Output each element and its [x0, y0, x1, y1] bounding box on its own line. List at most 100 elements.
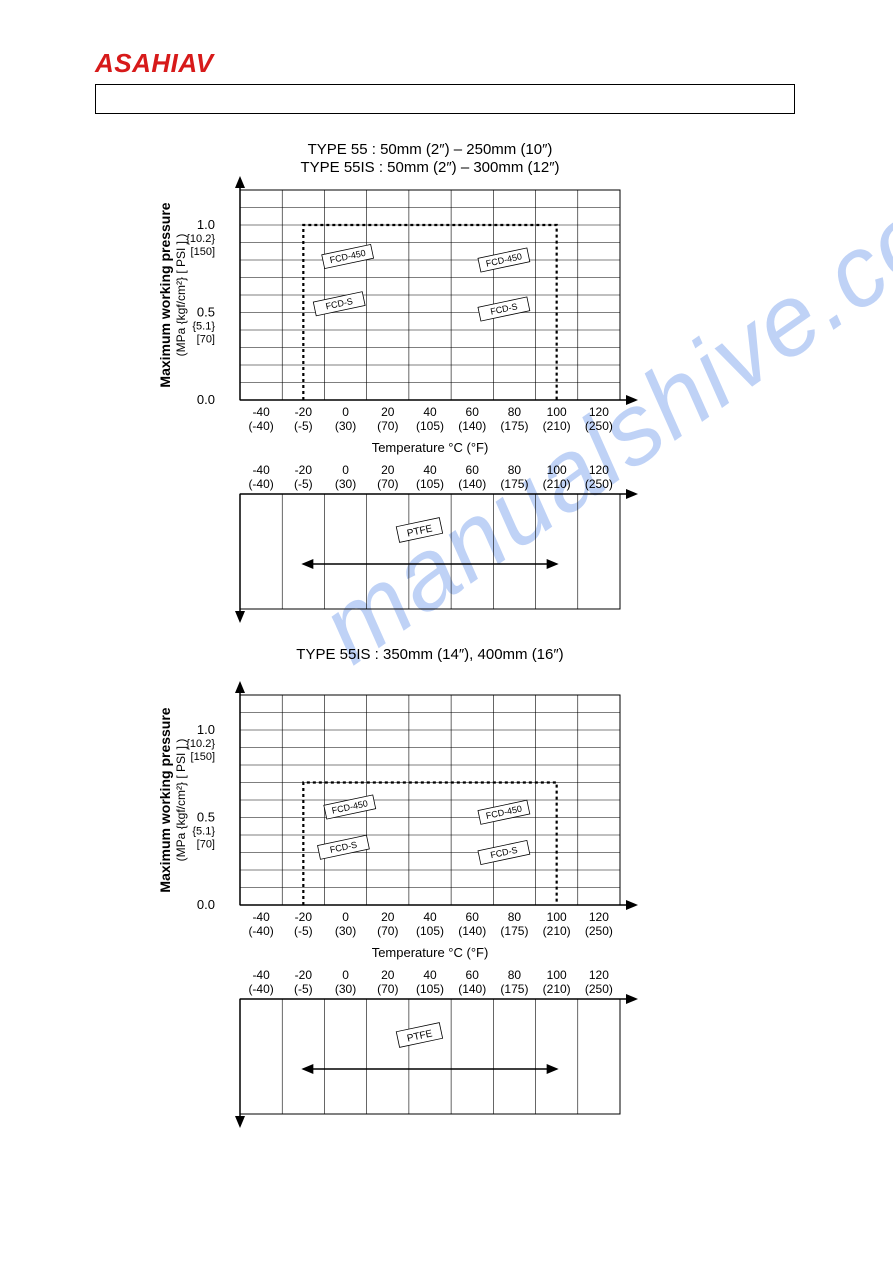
x-tick-f: (-40) [248, 419, 273, 433]
x-tick-c-sub: 40 [423, 463, 437, 477]
chart-y-sub-label: (MPa {kgf/cm²} [ PSI ] ) [174, 739, 188, 862]
x-tick-c-sub: -20 [295, 968, 313, 982]
arrow-right-icon [626, 395, 638, 405]
x-tick-c-sub: 60 [466, 463, 480, 477]
x-tick-f: (250) [585, 924, 613, 938]
y-tick-mpa: 1.0 [197, 217, 215, 232]
x-tick-f: (210) [543, 924, 571, 938]
x-tick-c: 120 [589, 405, 609, 419]
arrow-right-icon [626, 900, 638, 910]
x-tick-f: (30) [335, 924, 356, 938]
chart-title-line: TYPE 55 : 50mm (2″) – 250mm (10″) [308, 141, 553, 158]
y-tick-psi: [70] [197, 839, 215, 851]
x-tick-c: -40 [252, 910, 270, 924]
x-tick-f-sub: (-5) [294, 477, 313, 491]
x-tick-c: 0 [342, 910, 349, 924]
x-tick-f-sub: (210) [543, 982, 571, 996]
y-tick-mpa: 0.0 [197, 392, 215, 407]
x-tick-f-sub: (-40) [248, 982, 273, 996]
arrow-down-icon [235, 611, 245, 623]
x-tick-c-sub: 120 [589, 463, 609, 477]
x-tick-c-sub: 80 [508, 968, 522, 982]
x-tick-f-sub: (210) [543, 477, 571, 491]
x-tick-c: 60 [466, 910, 480, 924]
x-tick-c-sub: 80 [508, 463, 522, 477]
arrow-up-icon [235, 681, 245, 693]
x-tick-c-sub: 100 [547, 463, 567, 477]
chart-tag: FCD-450 [478, 248, 530, 272]
x-tick-c-sub: -40 [252, 463, 270, 477]
x-tick-f: (175) [500, 419, 528, 433]
x-tick-c-sub: 40 [423, 968, 437, 982]
chart-y-label: Maximum working pressure [157, 707, 173, 892]
x-tick-f-sub: (30) [335, 982, 356, 996]
x-tick-f: (105) [416, 419, 444, 433]
x-tick-c: -20 [295, 910, 313, 924]
x-tick-f-sub: (250) [585, 982, 613, 996]
y-tick-mpa: 0.5 [197, 305, 215, 320]
x-tick-f: (-40) [248, 924, 273, 938]
x-tick-c: 120 [589, 910, 609, 924]
x-tick-c: 40 [423, 405, 437, 419]
x-tick-f-sub: (175) [500, 982, 528, 996]
chart-tag: FCD-450 [478, 800, 530, 824]
y-tick-psi: [150] [191, 246, 215, 258]
x-tick-c: 20 [381, 910, 395, 924]
arrow-right-icon [547, 559, 559, 569]
y-tick-kgf: {5.1} [192, 321, 215, 333]
page: ASAHIAV manualshive.com TYPE 55 : 50mm (… [0, 0, 893, 1263]
x-tick-c-sub: 20 [381, 968, 395, 982]
y-tick-kgf: {10.2} [186, 233, 215, 245]
x-tick-c-sub: 20 [381, 463, 395, 477]
x-tick-c: 80 [508, 405, 522, 419]
chart-y-label: Maximum working pressure [157, 202, 173, 387]
x-tick-f: (105) [416, 924, 444, 938]
x-tick-f: (175) [500, 924, 528, 938]
x-tick-f-sub: (70) [377, 982, 398, 996]
x-tick-f-sub: (140) [458, 477, 486, 491]
brand-logo: ASAHIAV [95, 48, 214, 79]
chart-tag: FCD-S [313, 292, 365, 316]
title-box [95, 84, 795, 114]
y-tick-kgf: {5.1} [192, 826, 215, 838]
x-tick-c: 100 [547, 910, 567, 924]
chart-tag: FCD-S [478, 297, 530, 321]
chart-tag: FCD-S [478, 840, 530, 864]
arrow-left-icon [301, 1064, 313, 1074]
arrow-left-icon [301, 559, 313, 569]
x-tick-c-sub: -40 [252, 968, 270, 982]
x-tick-c-sub: 100 [547, 968, 567, 982]
chart-1: TYPE 55 : 50mm (2″) – 250mm (10″)TYPE 55… [150, 140, 670, 640]
x-tick-c-sub: 0 [342, 968, 349, 982]
chart-title-line: TYPE 55IS : 50mm (2″) – 300mm (12″) [300, 159, 559, 176]
x-tick-f-sub: (-40) [248, 477, 273, 491]
sub-chart-tag: PTFE [396, 1023, 442, 1048]
x-tick-f-sub: (105) [416, 982, 444, 996]
x-tick-c-sub: 0 [342, 463, 349, 477]
chart-x-label: Temperature °C (°F) [372, 945, 489, 960]
x-tick-c: -40 [252, 405, 270, 419]
chart-tag: FCD-S [318, 835, 370, 859]
y-tick-mpa: 0.5 [197, 810, 215, 825]
x-tick-c: 0 [342, 405, 349, 419]
chart-tag: FCD-450 [324, 795, 376, 819]
x-tick-f: (-5) [294, 924, 313, 938]
x-tick-f-sub: (-5) [294, 982, 313, 996]
x-tick-f: (70) [377, 419, 398, 433]
chart-2: TYPE 55IS : 350mm (14″), 400mm (16″)FCD-… [150, 645, 670, 1145]
x-tick-c-sub: -20 [295, 463, 313, 477]
y-tick-mpa: 0.0 [197, 897, 215, 912]
x-tick-f: (-5) [294, 419, 313, 433]
x-tick-c: -20 [295, 405, 313, 419]
x-tick-f-sub: (175) [500, 477, 528, 491]
logo-suffix: AV [178, 48, 213, 78]
x-tick-f-sub: (30) [335, 477, 356, 491]
y-tick-mpa: 1.0 [197, 722, 215, 737]
y-tick-psi: [150] [191, 751, 215, 763]
chart-tag: FCD-450 [322, 244, 374, 268]
x-tick-c: 100 [547, 405, 567, 419]
x-tick-c-sub: 120 [589, 968, 609, 982]
chart-2-svg: TYPE 55IS : 350mm (14″), 400mm (16″)FCD-… [150, 645, 670, 1140]
x-tick-f: (70) [377, 924, 398, 938]
x-tick-c: 20 [381, 405, 395, 419]
